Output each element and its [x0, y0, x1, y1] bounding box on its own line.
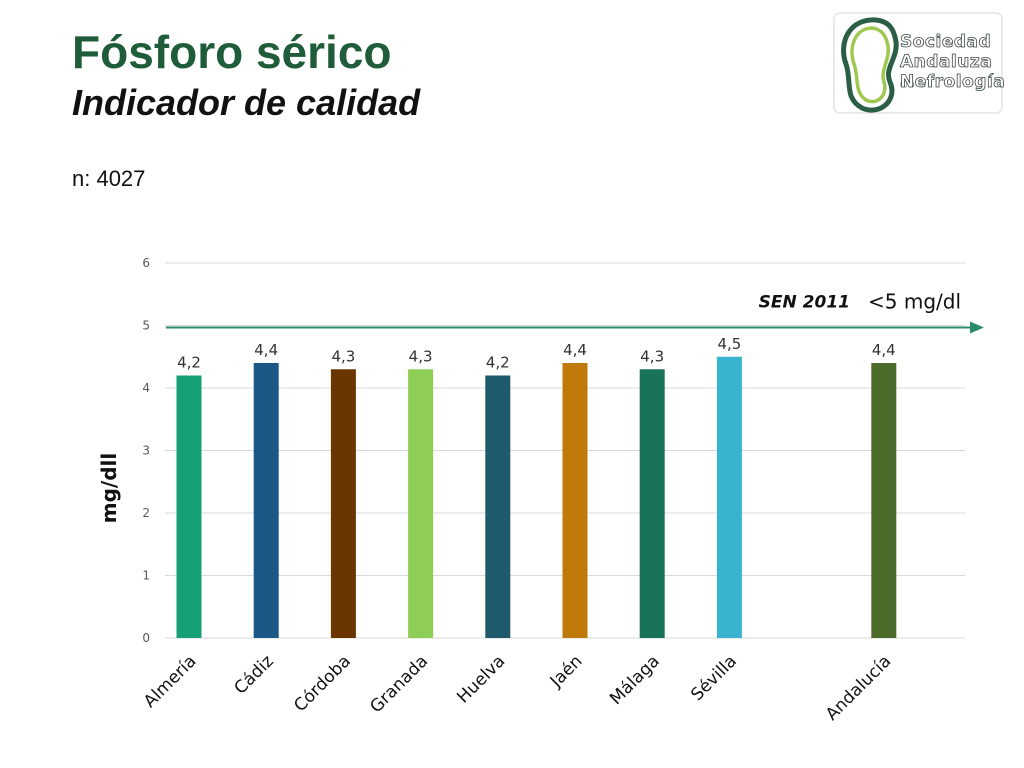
- bar: [639, 369, 665, 638]
- y-axis-ticks: 0 1 2 3 4 5 6: [142, 256, 150, 645]
- y-tick-label: 3: [142, 444, 150, 458]
- bar-value-label: 4,3: [331, 347, 355, 365]
- bar-value-label: 4,3: [640, 347, 664, 365]
- x-tick-label: Huelva: [453, 651, 509, 707]
- y-tick-label: 2: [142, 506, 150, 520]
- x-tick-label: Sévilla: [687, 651, 741, 705]
- kidney-logo-icon: [833, 12, 1003, 114]
- arrow-head-icon: [970, 321, 984, 334]
- bar: [716, 356, 742, 638]
- x-tick-label: Cádiz: [231, 651, 278, 698]
- bar-value-label: 4,3: [409, 347, 433, 365]
- x-tick-label: Málaga: [606, 651, 664, 709]
- bar-value-label: 4,2: [486, 354, 510, 372]
- y-tick-label: 4: [142, 381, 150, 395]
- logo-line-1: Sociedad: [900, 32, 992, 53]
- reference-line-label: SEN 2011: [759, 293, 850, 313]
- y-tick-label: 0: [142, 631, 150, 645]
- x-tick-label: Córdoba: [290, 651, 355, 716]
- x-tick-label: Andalucía: [822, 651, 895, 724]
- reference-line-group: SEN 2011 <5 mg/dl: [166, 290, 984, 334]
- bar-value-label: 4,5: [717, 335, 741, 353]
- bar-value-label: 4,4: [563, 341, 587, 359]
- sample-size: n: 4027: [72, 166, 146, 191]
- x-axis-ticks: Almería Cádiz Córdoba Granada Huelva Jaén Mála…: [140, 651, 895, 724]
- bar: [176, 375, 202, 638]
- x-tick-label: Granada: [366, 651, 432, 717]
- y-axis-label: mg/dll: [97, 453, 121, 524]
- y-tick-label: 6: [142, 256, 150, 270]
- page-subtitle: Indicador de calidad: [72, 82, 421, 123]
- bar-value-label: 4,4: [872, 341, 896, 359]
- bar: [330, 369, 356, 638]
- logo-line-2-small: de: [900, 79, 915, 90]
- logo-line-2: Andaluza de: [900, 52, 993, 91]
- sociedad-andaluza-nefrologia-logo: Sociedad Andaluza de Nefrología: [832, 12, 1006, 116]
- bar: [253, 363, 279, 638]
- bar: [485, 375, 511, 638]
- y-tick-label: 1: [142, 569, 150, 583]
- bar: [408, 369, 434, 638]
- bar: [871, 363, 897, 638]
- bar-value-label: 4,2: [177, 354, 201, 372]
- page-title: Fósforo sérico: [72, 26, 392, 78]
- bar-value-label: 4,4: [254, 341, 278, 359]
- logo-line-3: Nefrología: [900, 72, 1006, 93]
- x-tick-label: Almería: [140, 651, 200, 711]
- chart-value-labels: 4,2 4,4 4,3 4,3 4,2 4,4 4,3 4,5 4,4: [177, 335, 896, 372]
- reference-threshold-label: <5 mg/dl: [868, 290, 961, 314]
- y-tick-label: 5: [142, 319, 150, 333]
- bar: [562, 363, 588, 638]
- chart-bars: [176, 356, 897, 638]
- x-tick-label: Jaén: [546, 651, 587, 692]
